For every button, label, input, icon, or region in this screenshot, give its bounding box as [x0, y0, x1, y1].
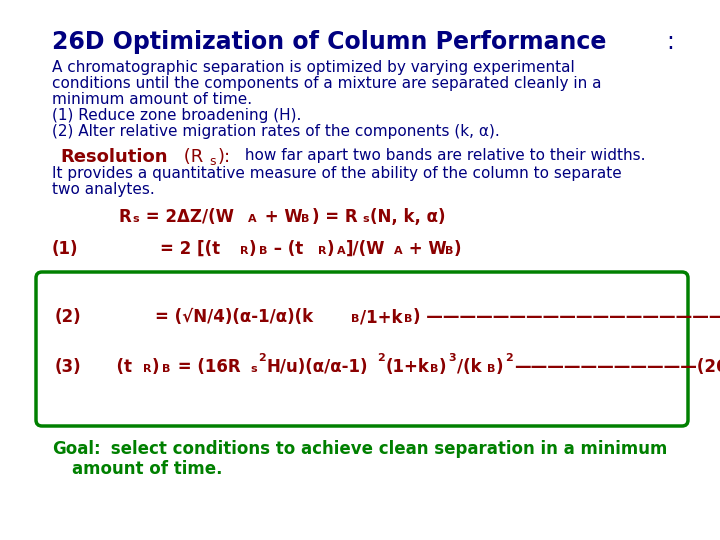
Text: Goal:: Goal:: [52, 440, 101, 458]
Text: + W: + W: [403, 240, 446, 258]
Text: = (16R: = (16R: [172, 358, 240, 376]
Text: s: s: [250, 364, 256, 374]
Text: two analytes.: two analytes.: [52, 182, 155, 197]
Text: amount of time.: amount of time.: [72, 460, 222, 478]
Text: A chromatographic separation is optimized by varying experimental: A chromatographic separation is optimize…: [52, 60, 575, 75]
Text: ): ): [249, 240, 256, 258]
Text: B: B: [259, 246, 267, 256]
Text: conditions until the components of a mixture are separated cleanly in a: conditions until the components of a mix…: [52, 76, 601, 91]
Text: (2): (2): [55, 308, 81, 326]
Text: A: A: [394, 246, 402, 256]
Text: A: A: [337, 246, 346, 256]
Text: /(k: /(k: [457, 358, 482, 376]
Text: = 2ΔZ/(W: = 2ΔZ/(W: [140, 208, 234, 226]
Text: Resolution: Resolution: [60, 148, 168, 166]
Text: 2: 2: [505, 353, 513, 363]
Text: ): ): [327, 240, 335, 258]
Text: ):: ):: [218, 148, 231, 166]
Text: B: B: [301, 214, 310, 224]
Text: ) = R: ) = R: [312, 208, 358, 226]
Text: s: s: [132, 214, 139, 224]
Text: ): ): [454, 240, 462, 258]
Text: H/u)(α/α-1): H/u)(α/α-1): [267, 358, 369, 376]
Text: /1+k: /1+k: [360, 308, 402, 326]
Text: s: s: [362, 214, 369, 224]
Text: B: B: [404, 314, 413, 324]
Text: (3): (3): [55, 358, 81, 376]
Text: R: R: [240, 246, 248, 256]
Text: B: B: [487, 364, 495, 374]
Text: – (t: – (t: [268, 240, 303, 258]
Text: (2) Alter relative migration rates of the components (k, α).: (2) Alter relative migration rates of th…: [52, 124, 500, 139]
Text: R: R: [118, 208, 131, 226]
Text: R: R: [318, 246, 326, 256]
Text: It provides a quantitative measure of the ability of the column to separate: It provides a quantitative measure of th…: [52, 166, 622, 181]
Text: 3: 3: [448, 353, 456, 363]
Text: = 2 [(t: = 2 [(t: [160, 240, 220, 258]
Text: ———————————(26-29): ———————————(26-29): [514, 358, 720, 376]
Text: 26D Optimization of Column Performance: 26D Optimization of Column Performance: [52, 30, 606, 54]
Text: 2: 2: [258, 353, 266, 363]
Text: 2: 2: [377, 353, 384, 363]
Text: B: B: [430, 364, 438, 374]
Text: ): ): [439, 358, 446, 376]
Text: R: R: [143, 364, 151, 374]
Text: B: B: [351, 314, 359, 324]
Text: B: B: [445, 246, 454, 256]
Text: minimum amount of time.: minimum amount of time.: [52, 92, 252, 107]
Text: select conditions to achieve clean separation in a minimum: select conditions to achieve clean separ…: [105, 440, 667, 458]
Text: how far apart two bands are relative to their widths.: how far apart two bands are relative to …: [240, 148, 646, 163]
Text: (R: (R: [178, 148, 203, 166]
Text: A: A: [248, 214, 256, 224]
Text: :: :: [666, 30, 674, 54]
Text: ) ———————————————————(26-25): ) ———————————————————(26-25): [413, 308, 720, 326]
Text: ): ): [496, 358, 503, 376]
Text: (t: (t: [105, 358, 132, 376]
Text: B: B: [162, 364, 171, 374]
Text: (1) Reduce zone broadening (H).: (1) Reduce zone broadening (H).: [52, 108, 302, 123]
Text: ): ): [152, 358, 160, 376]
Text: ]/(W: ]/(W: [346, 240, 385, 258]
Text: (N, k, α): (N, k, α): [370, 208, 446, 226]
Text: + W: + W: [259, 208, 302, 226]
Text: s: s: [209, 155, 215, 168]
FancyBboxPatch shape: [36, 272, 688, 426]
Text: (1+k: (1+k: [386, 358, 430, 376]
Text: = (√N/4)(α-1/α)(k: = (√N/4)(α-1/α)(k: [155, 308, 313, 326]
Text: (1): (1): [52, 240, 78, 258]
